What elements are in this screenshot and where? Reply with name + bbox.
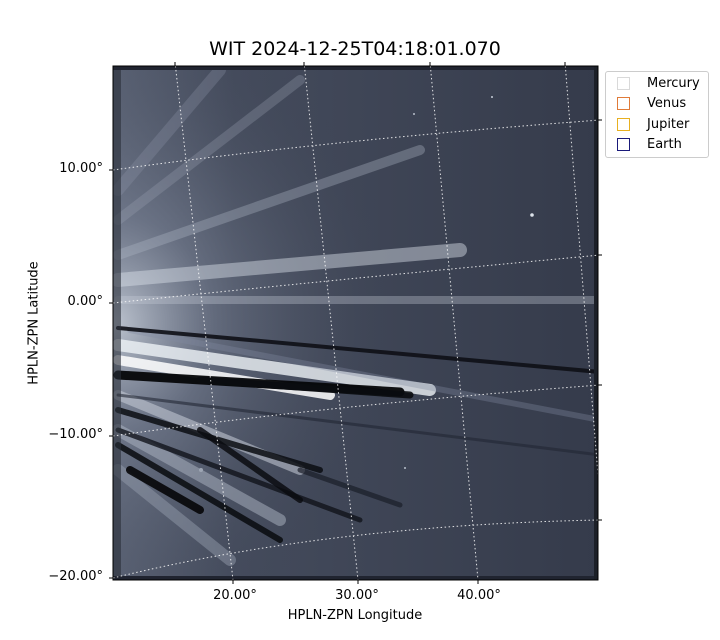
legend-item-mercury: Mercury: [617, 75, 700, 91]
legend-item-venus: Venus: [617, 95, 686, 111]
y-axis-label: HPLN-ZPN Latitude: [26, 261, 42, 385]
y-tick-label: 0.00°: [67, 294, 103, 309]
y-tick-label: 10.00°: [59, 161, 103, 176]
legend-label: Jupiter: [647, 116, 690, 132]
legend-item-jupiter: Jupiter: [617, 116, 689, 132]
x-tick-label: 20.00°: [213, 588, 257, 603]
legend-label: Earth: [647, 136, 682, 152]
legend-swatch: [617, 137, 630, 151]
y-tick-label: −10.00°: [48, 427, 103, 442]
legend-swatch: [617, 76, 630, 90]
y-tick-label: −20.00°: [48, 569, 103, 584]
legend-swatch: [617, 96, 630, 110]
plot-title: WIT 2024-12-25T04:18:01.070: [209, 38, 501, 60]
legend-swatch: [617, 117, 630, 131]
x-tick-label: 30.00°: [335, 588, 379, 603]
x-axis-label: HPLN-ZPN Longitude: [287, 608, 423, 623]
legend: Mercury Venus Jupiter Earth: [605, 71, 709, 158]
legend-label: Mercury: [647, 75, 700, 91]
legend-label: Venus: [647, 95, 687, 111]
x-tick-label: 40.00°: [457, 588, 501, 603]
legend-item-earth: Earth: [617, 136, 682, 152]
